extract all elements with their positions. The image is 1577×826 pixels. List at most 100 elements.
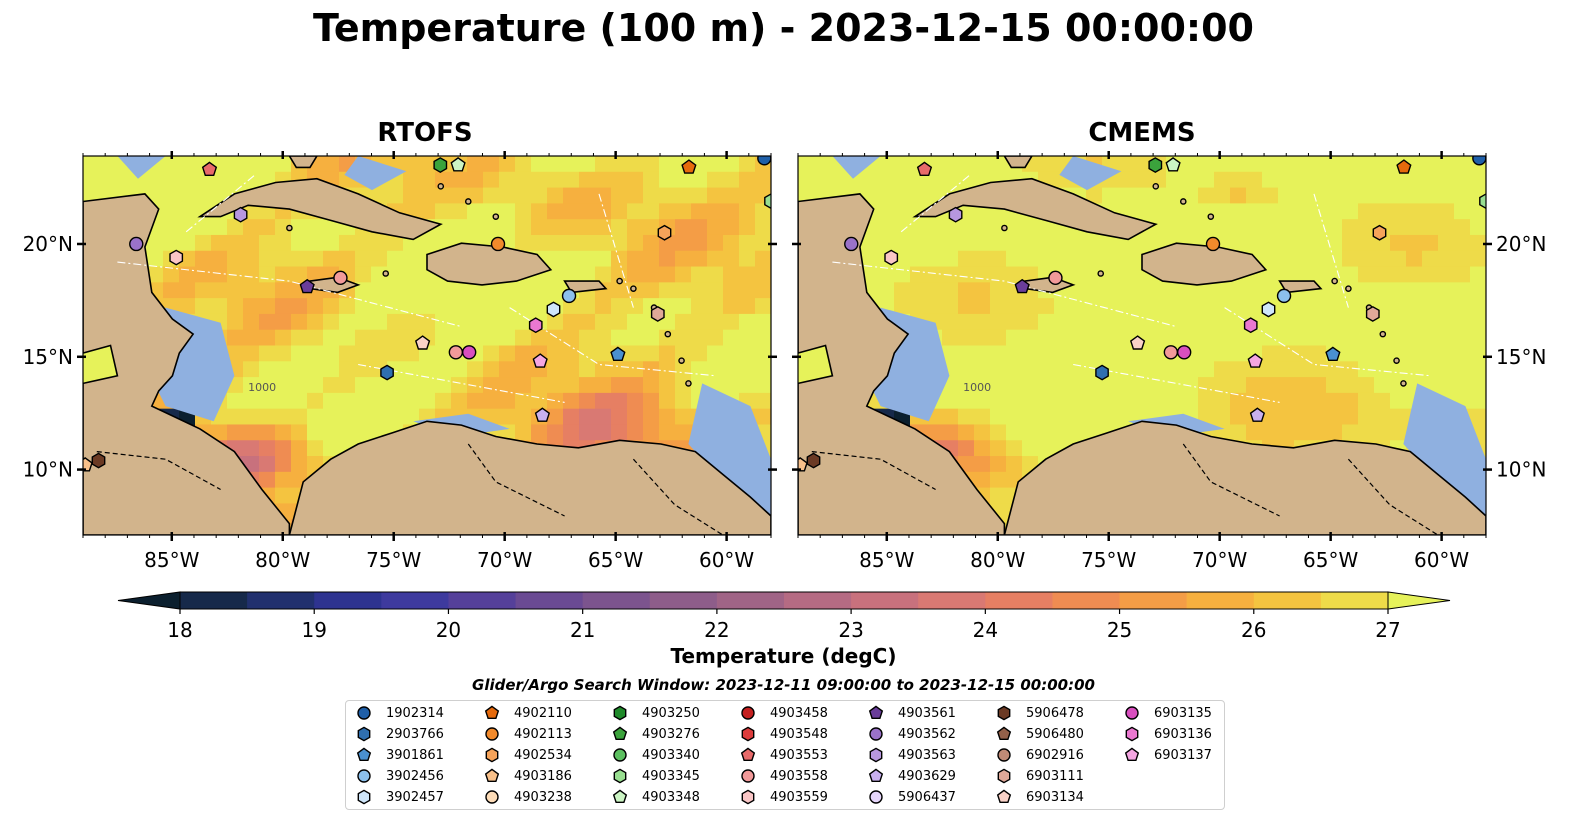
temperature-cell xyxy=(1070,266,1087,283)
temperature-cell xyxy=(1390,171,1407,189)
temperature-cell xyxy=(563,266,580,283)
temperature-cell xyxy=(435,377,452,394)
x-tick-label: 60°W xyxy=(1414,548,1469,572)
temperature-cell xyxy=(259,408,276,426)
float-marker xyxy=(844,236,859,252)
temperature-cell xyxy=(1374,250,1391,268)
temperature-cell xyxy=(611,266,628,283)
temperature-cell xyxy=(1342,298,1359,315)
temperature-cell xyxy=(355,345,372,362)
temperature-cell xyxy=(1038,156,1055,173)
temperature-cell xyxy=(371,298,388,315)
temperature-cell xyxy=(323,361,340,378)
temperature-cell xyxy=(1070,234,1087,252)
temperature-cell xyxy=(830,171,847,189)
temperature-cell xyxy=(1118,313,1135,331)
temperature-cell xyxy=(1454,234,1471,252)
temperature-cell xyxy=(1422,250,1439,268)
temperature-cell xyxy=(739,313,756,331)
temperature-cell xyxy=(1326,361,1343,378)
temperature-cell xyxy=(499,329,516,347)
legend-marker xyxy=(741,769,755,783)
temperature-cell xyxy=(371,345,388,362)
legend-item: 3902457 xyxy=(354,787,444,807)
float-marker xyxy=(1243,317,1258,334)
temperature-cell xyxy=(259,456,276,473)
legend-item: 1902314 xyxy=(354,703,444,723)
temperature-cell xyxy=(1006,392,1023,410)
temperature-cell xyxy=(1326,266,1343,283)
land-mass xyxy=(1003,420,1486,535)
temperature-cell xyxy=(1326,156,1343,173)
temperature-cell xyxy=(691,219,708,236)
temperature-cell xyxy=(547,219,564,236)
temperature-cell xyxy=(926,424,943,441)
temperature-cell xyxy=(1470,313,1486,331)
temperature-cell xyxy=(307,377,324,394)
temperature-cell xyxy=(1294,408,1311,426)
temperature-cell xyxy=(691,203,708,220)
temperature-cell xyxy=(643,171,660,189)
temperature-cell xyxy=(958,408,975,426)
temperature-cell xyxy=(1166,392,1183,410)
temperature-cell xyxy=(627,392,644,410)
temperature-cell xyxy=(547,313,564,331)
temperature-cell xyxy=(371,329,388,347)
island xyxy=(1152,183,1160,190)
temperature-cell xyxy=(1326,329,1343,347)
temperature-cell xyxy=(1150,298,1167,315)
temperature-cell xyxy=(227,392,244,410)
float-marker xyxy=(414,335,431,350)
float-marker xyxy=(528,317,543,334)
temperature-cell xyxy=(1022,392,1039,410)
temperature-cell xyxy=(1294,361,1311,378)
temperature-cell xyxy=(1470,329,1486,347)
temperature-cell xyxy=(627,266,644,283)
temperature-cell xyxy=(515,171,532,189)
temperature-cell xyxy=(739,203,756,220)
colorbar-bin xyxy=(1253,592,1322,609)
temperature-cell xyxy=(339,313,356,331)
temperature-cell xyxy=(1278,345,1295,362)
legend-item-label: 6903137 xyxy=(1154,747,1212,763)
pentagon-marker-icon xyxy=(996,726,1012,740)
temperature-cell xyxy=(1246,424,1263,441)
temperature-cell xyxy=(691,282,708,299)
temperature-cell xyxy=(942,313,959,331)
temperature-cell xyxy=(259,392,276,410)
land-mass xyxy=(1278,280,1323,294)
temperature-cell xyxy=(1358,345,1375,362)
temperature-cell xyxy=(1310,203,1327,220)
temperature-cell xyxy=(755,377,771,394)
temperature-cell xyxy=(1118,345,1135,362)
temperature-cell xyxy=(1006,234,1023,252)
temperature-cell xyxy=(1454,282,1471,299)
temperature-cell xyxy=(755,392,771,410)
temperature-cell xyxy=(515,392,532,410)
temperature-cell xyxy=(211,424,228,441)
temperature-cell xyxy=(531,298,548,315)
temperature-cell xyxy=(1038,313,1055,331)
legend-marker xyxy=(996,789,1012,803)
legend-marker xyxy=(741,706,755,720)
temperature-cell xyxy=(643,234,660,252)
colorbar-bin xyxy=(582,592,651,609)
temperature-cell xyxy=(195,250,212,268)
legend-item-label: 4903558 xyxy=(770,768,828,784)
temperature-cell xyxy=(1230,313,1247,331)
legend-marker xyxy=(357,706,371,720)
temperature-cell xyxy=(1230,282,1247,299)
temperature-cell xyxy=(974,156,991,173)
temperature-cell xyxy=(515,329,532,347)
legend-marker xyxy=(613,705,627,721)
temperature-cell xyxy=(1038,298,1055,315)
temperature-cell xyxy=(878,187,895,204)
temperature-cell xyxy=(1358,203,1375,220)
temperature-cell xyxy=(675,392,692,410)
temperature-cell xyxy=(1358,408,1375,426)
temperature-cell xyxy=(595,219,612,236)
temperature-cell xyxy=(1198,313,1215,331)
temperature-cell xyxy=(275,156,292,173)
temperature-cell xyxy=(387,282,404,299)
temperature-cell xyxy=(1166,361,1183,378)
